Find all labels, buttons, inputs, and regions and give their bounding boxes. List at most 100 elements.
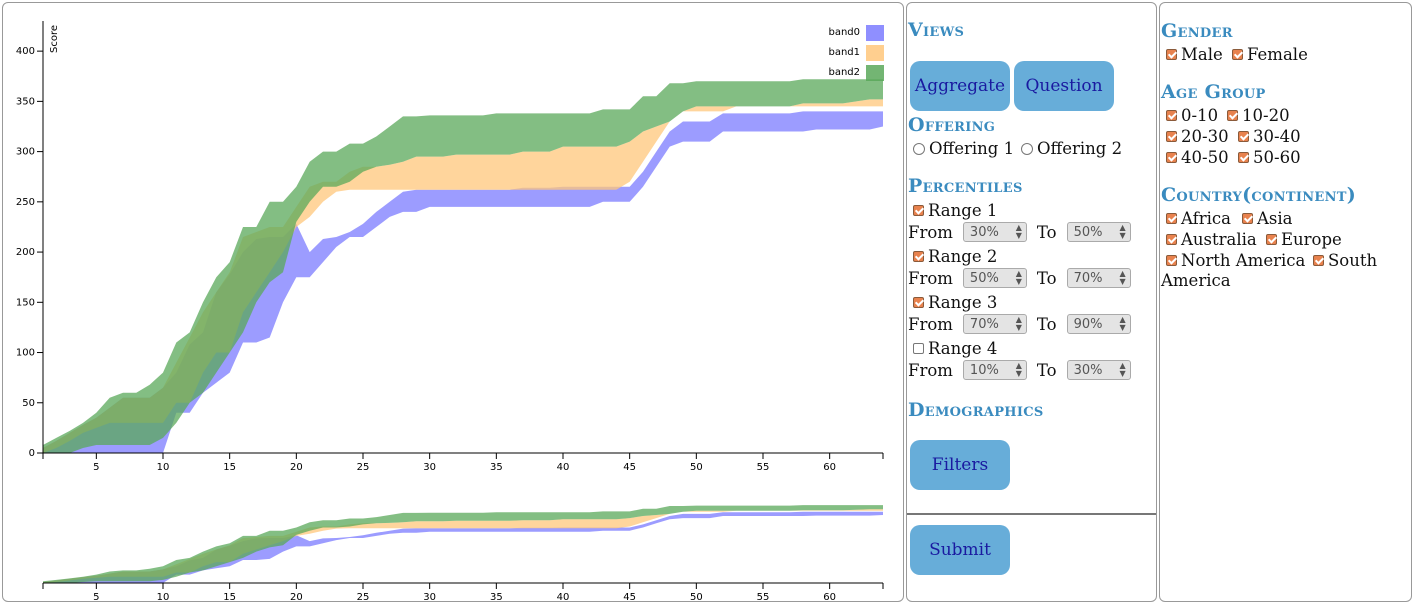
submit-button[interactable]: Submit (910, 525, 1010, 575)
age-label: 50-60 (1253, 148, 1301, 167)
views-heading: Views (908, 19, 965, 41)
range-from-value: 10% (969, 362, 999, 378)
range-2-toggle[interactable]: Range 2 (913, 247, 997, 266)
divider (907, 513, 1156, 515)
country-south-america-wrap: America (1161, 271, 1231, 290)
spinner-icon: ▲ ▼ (1015, 223, 1022, 240)
age-label: 10-20 (1242, 106, 1290, 125)
legend-label: band0 (828, 27, 860, 38)
male-checkbox[interactable] (1166, 49, 1177, 60)
age-20-30-checkbox[interactable] (1166, 131, 1177, 142)
country-label: Europe (1281, 230, 1342, 249)
range-from-select[interactable]: 50% ▲ ▼ (962, 268, 1027, 288)
age-30-40-checkbox[interactable] (1238, 131, 1249, 142)
male-label: Male (1181, 45, 1223, 64)
legend-swatch (866, 65, 884, 81)
south-america-checkbox[interactable] (1313, 255, 1324, 266)
country-australia-option[interactable]: Australia (1166, 230, 1257, 249)
range-to-select[interactable]: 30% ▲ ▼ (1066, 360, 1131, 380)
country-label: Australia (1181, 230, 1257, 249)
question-button[interactable]: Question (1014, 61, 1114, 111)
offering-1-radio[interactable] (913, 142, 925, 155)
offering-2-radio[interactable] (1021, 142, 1033, 155)
age-10-20-option[interactable]: 10-20 (1227, 106, 1290, 125)
range-from-select[interactable]: 10% ▲ ▼ (962, 360, 1027, 380)
offering-1-option[interactable]: Offering 1 (913, 139, 1014, 158)
context-x-tick-label: 35 (490, 592, 503, 603)
asia-checkbox[interactable] (1242, 213, 1253, 224)
age-label: 0-10 (1181, 106, 1219, 125)
country-north-america-option[interactable]: North America (1166, 251, 1305, 270)
aggregate-button[interactable]: Aggregate (910, 61, 1010, 111)
main-x-tick-label: 15 (223, 462, 236, 473)
country-label: North America (1181, 251, 1306, 270)
offering-2-option[interactable]: Offering 2 (1021, 139, 1122, 158)
spinner-icon: ▲ ▼ (1015, 269, 1022, 286)
country-europe-option[interactable]: Europe (1266, 230, 1342, 249)
range-to-value: 30% (1073, 362, 1103, 378)
offering-1-label: Offering 1 (929, 139, 1015, 158)
range-1-toggle[interactable]: Range 1 (913, 201, 997, 220)
range-4-toggle[interactable]: Range 4 (913, 339, 997, 358)
range-checkbox[interactable] (913, 297, 924, 308)
main-x-tick-label: 55 (757, 462, 770, 473)
spinner-icon: ▲ ▼ (1015, 361, 1022, 378)
main-x-tick-label: 5 (93, 462, 99, 473)
spinner-icon: ▲ ▼ (1119, 269, 1126, 286)
age-50-60-option[interactable]: 50-60 (1238, 148, 1301, 167)
range-from-value: 30% (969, 224, 999, 240)
legend-swatch (866, 25, 884, 41)
country-asia-option[interactable]: Asia (1242, 209, 1293, 228)
gender-male-option[interactable]: Male (1166, 45, 1223, 64)
range-to-select[interactable]: 90% ▲ ▼ (1066, 314, 1131, 334)
age-20-30-option[interactable]: 20-30 (1166, 127, 1229, 146)
age-50-60-checkbox[interactable] (1238, 152, 1249, 163)
north-america-checkbox[interactable] (1166, 255, 1177, 266)
age-30-40-option[interactable]: 30-40 (1238, 127, 1301, 146)
range-from-select[interactable]: 70% ▲ ▼ (962, 314, 1027, 334)
africa-checkbox[interactable] (1166, 213, 1177, 224)
range-checkbox[interactable] (913, 343, 924, 354)
age-40-50-option[interactable]: 40-50 (1166, 148, 1229, 167)
main-x-tick-label: 40 (557, 462, 570, 473)
range-checkbox[interactable] (913, 205, 924, 216)
age-0-10-option[interactable]: 0-10 (1166, 106, 1218, 125)
age-40-50-checkbox[interactable] (1166, 152, 1177, 163)
range-3-toggle[interactable]: Range 3 (913, 293, 997, 312)
from-label: From (908, 360, 953, 380)
context-chart[interactable]: 5 10 15 20 25 30 35 40 45 50 55 60 (3, 483, 903, 603)
female-checkbox[interactable] (1232, 49, 1243, 60)
age-label: 40-50 (1181, 148, 1229, 167)
main-x-tick-label: 45 (623, 462, 636, 473)
europe-checkbox[interactable] (1266, 234, 1277, 245)
spinner-icon: ▲ ▼ (1119, 223, 1126, 240)
country-africa-option[interactable]: Africa (1166, 209, 1231, 228)
main-y-tick-label: 250 (16, 197, 35, 208)
filters-panel: Gender Male Female Age Group 0-10 10-20 … (1159, 2, 1412, 602)
range-checkbox[interactable] (913, 251, 924, 262)
filters-button[interactable]: Filters (910, 440, 1010, 490)
country-south-america-option[interactable]: South (1313, 251, 1377, 270)
main-chart-areas (43, 79, 883, 454)
main-y-tick-label: 100 (16, 348, 35, 359)
context-x-tick-label: 60 (823, 592, 836, 603)
range-to-select[interactable]: 70% ▲ ▼ (1066, 268, 1131, 288)
country-label: Africa (1181, 209, 1231, 228)
main-chart: 5 10 15 20 25 30 35 40 45 50 55 60 0 50 100 150 200 250 30… (16, 21, 884, 473)
controls-panel: Views Aggregate Question Offering Offeri… (906, 2, 1157, 602)
main-x-tick-label: 10 (157, 462, 170, 473)
legend-swatch (866, 45, 884, 61)
age-0-10-checkbox[interactable] (1166, 110, 1177, 121)
from-label: From (908, 222, 953, 242)
to-label: To (1036, 222, 1057, 242)
context-chart-areas (43, 505, 883, 583)
range-to-value: 50% (1073, 224, 1103, 240)
gender-female-option[interactable]: Female (1232, 45, 1308, 64)
range-from-select[interactable]: 30% ▲ ▼ (962, 222, 1027, 242)
australia-checkbox[interactable] (1166, 234, 1177, 245)
age-10-20-checkbox[interactable] (1227, 110, 1238, 121)
country-label: America (1161, 271, 1231, 290)
main-y-tick-label: 50 (22, 398, 35, 409)
country-label: South (1328, 251, 1378, 270)
range-to-select[interactable]: 50% ▲ ▼ (1066, 222, 1131, 242)
